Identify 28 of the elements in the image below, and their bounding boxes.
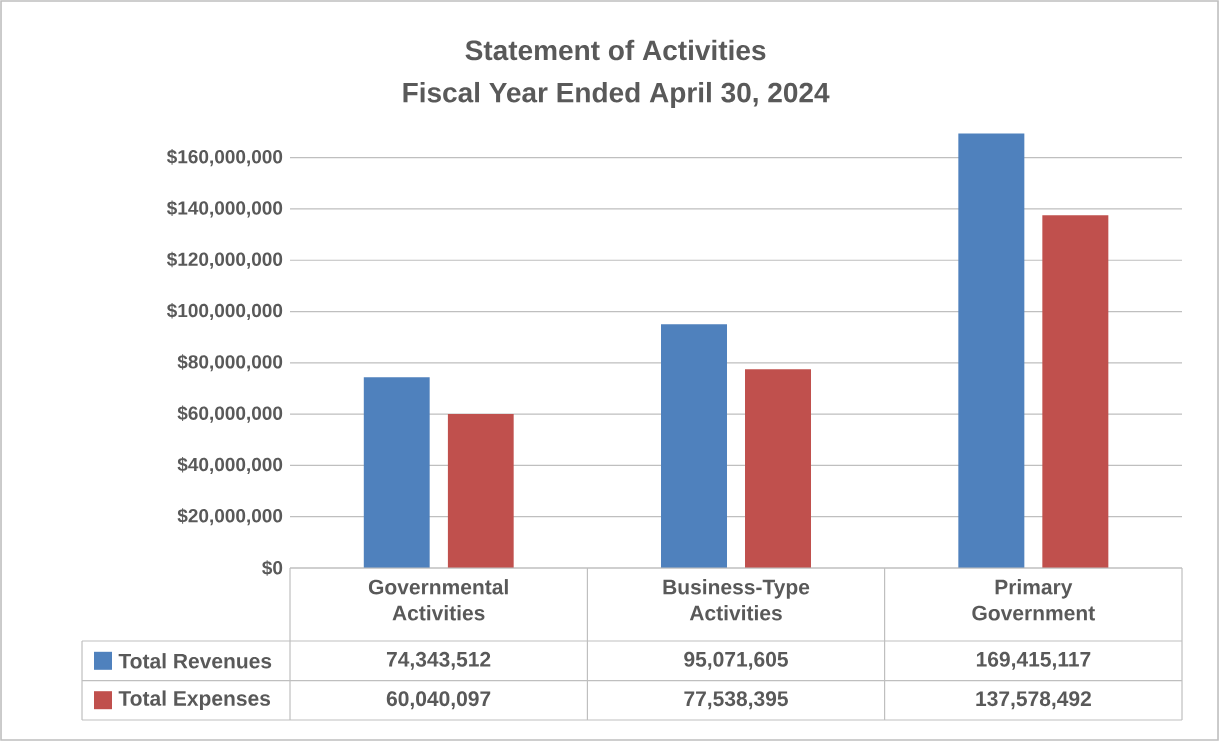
chart-subtitle: Fiscal Year Ended April 30, 2024	[403, 81, 830, 109]
y-tick-label: $160,000,000	[166, 149, 283, 167]
y-tick-label: $120,000,000	[166, 251, 283, 269]
bar	[363, 377, 430, 568]
y-tick-label: $60,000,000	[177, 405, 283, 423]
y-tick-label: $80,000,000	[177, 354, 283, 372]
x-tick-label: Business-Type Activities	[663, 579, 810, 621]
bar	[958, 133, 1025, 568]
data-label: 77,538,395	[684, 691, 788, 710]
x-tick-label: Primary Government	[972, 579, 1095, 621]
x-tick-label: Governmental Activities	[368, 579, 508, 621]
y-tick-label: $0	[262, 560, 283, 576]
y-tick-label: $40,000,000	[177, 456, 283, 474]
data-label: 137,578,492	[976, 691, 1091, 710]
bar	[1042, 215, 1109, 568]
bar	[745, 369, 812, 568]
data-label: 74,343,512	[386, 651, 491, 670]
legend-label: Total Expenses	[118, 690, 271, 710]
bar	[447, 414, 514, 568]
data-label: 60,040,097	[386, 691, 491, 710]
legend-label: Total Revenues	[118, 653, 272, 669]
bar	[661, 324, 728, 568]
y-tick-label: $20,000,000	[177, 508, 283, 526]
y-tick-label: $100,000,000	[166, 302, 283, 321]
y-tick-label: $140,000,000	[166, 200, 283, 218]
data-label: 95,071,605	[684, 651, 788, 670]
chart-title: Statement of Activities	[465, 39, 766, 61]
data-label: 169,415,117	[976, 651, 1091, 670]
